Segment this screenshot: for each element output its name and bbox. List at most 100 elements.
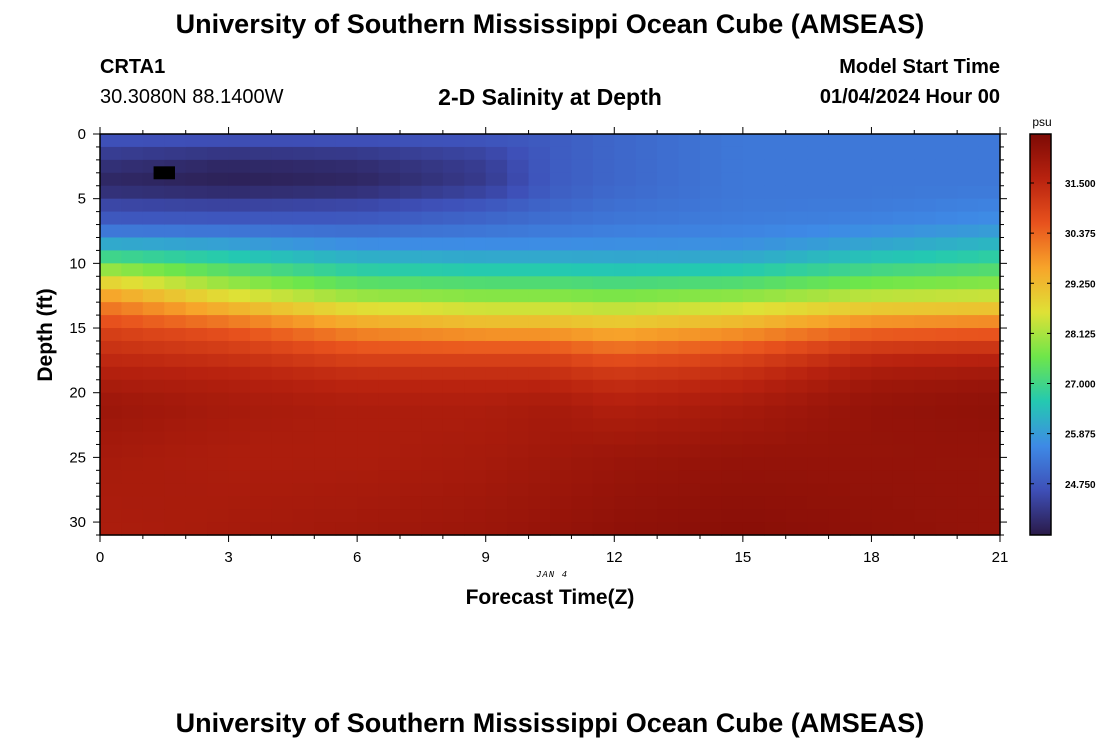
heatmap-cell: [764, 224, 787, 239]
heatmap-cell: [635, 315, 658, 329]
heatmap-cell: [464, 237, 487, 252]
heatmap-cell: [507, 418, 530, 433]
heatmap-cell: [978, 198, 1001, 213]
heatmap-cell: [335, 185, 358, 200]
heatmap-cell: [142, 496, 165, 510]
heatmap-cell: [378, 263, 401, 277]
heatmap-cell: [528, 353, 551, 368]
station-id: CRTA1: [100, 56, 166, 78]
heatmap-cell: [314, 185, 337, 200]
heatmap-cell: [892, 172, 915, 187]
heatmap-cell: [957, 302, 980, 316]
heatmap-cell: [207, 431, 230, 446]
heatmap-cell: [678, 211, 701, 226]
heatmap-cell: [357, 328, 380, 342]
heatmap-cell: [142, 340, 165, 355]
heatmap-cell: [335, 250, 358, 264]
heatmap-cell: [142, 211, 165, 226]
heatmap-cell: [485, 185, 508, 200]
heatmap-cell: [850, 134, 873, 148]
heatmap-cell: [828, 328, 851, 342]
heatmap-cell: [207, 522, 230, 536]
heatmap-cell: [978, 302, 1001, 316]
heatmap-cell: [657, 418, 680, 433]
heatmap-cell: [378, 340, 401, 355]
heatmap-cell: [614, 146, 637, 161]
heatmap-cell: [721, 496, 744, 510]
heatmap-cell: [185, 392, 208, 407]
heatmap-cell: [164, 289, 187, 303]
heatmap-cell: [121, 522, 144, 536]
heatmap-cell: [335, 483, 358, 497]
heatmap-cell: [914, 496, 937, 510]
heatmap-cell: [935, 509, 958, 523]
heatmap-cell: [592, 237, 615, 252]
heatmap-cell: [142, 418, 165, 433]
heatmap-cell: [250, 302, 273, 316]
heatmap-cell: [142, 457, 165, 471]
heatmap-cell: [678, 250, 701, 264]
heatmap-cell: [228, 224, 251, 239]
heatmap-cell: [957, 340, 980, 355]
heatmap-cell: [657, 198, 680, 213]
heatmap-cell: [442, 392, 465, 407]
heatmap-cell: [828, 134, 851, 148]
heatmap-cell: [978, 340, 1001, 355]
heatmap-cell: [850, 289, 873, 303]
heatmap-cell: [400, 224, 423, 239]
heatmap-cell: [678, 483, 701, 497]
heatmap-cell: [742, 431, 765, 446]
heatmap-cell: [464, 289, 487, 303]
heatmap-cell: [442, 379, 465, 394]
heatmap-cell: [892, 134, 915, 148]
heatmap-cell: [592, 405, 615, 420]
heatmap-cell: [271, 328, 294, 342]
heatmap-cell: [785, 289, 808, 303]
heatmap-cell: [378, 250, 401, 264]
heatmap-cell: [335, 134, 358, 148]
heatmap-cell: [571, 418, 594, 433]
heatmap-cell: [357, 457, 380, 471]
heatmap-cell: [914, 353, 937, 368]
heatmap-cell: [378, 353, 401, 368]
heatmap-cell: [764, 431, 787, 446]
plot-title: 2-D Salinity at Depth: [438, 84, 662, 110]
heatmap-cell: [678, 146, 701, 161]
heatmap-cell: [271, 237, 294, 252]
heatmap-cell: [571, 146, 594, 161]
heatmap-cell: [721, 134, 744, 148]
heatmap-cell: [700, 379, 723, 394]
heatmap-cell: [142, 276, 165, 290]
heatmap-cell: [571, 185, 594, 200]
heatmap-cell: [742, 366, 765, 381]
heatmap-cell: [121, 457, 144, 471]
heatmap-cell: [485, 366, 508, 381]
heatmap-cell: [442, 134, 465, 148]
heatmap-cell: [635, 328, 658, 342]
heatmap-cell: [421, 379, 444, 394]
heatmap-cell: [250, 237, 273, 252]
heatmap-cell: [742, 146, 765, 161]
heatmap-cell: [528, 328, 551, 342]
heatmap-cell: [485, 263, 508, 277]
heatmap-cell: [935, 457, 958, 471]
heatmap-cell: [464, 509, 487, 523]
heatmap-cell: [357, 211, 380, 226]
heatmap-cell: [700, 457, 723, 471]
heatmap-cell: [978, 315, 1001, 329]
heatmap-cell: [378, 457, 401, 471]
heatmap-cell: [357, 159, 380, 174]
heatmap-cell: [485, 146, 508, 161]
heatmap-cell: [764, 302, 787, 316]
heatmap-cell: [142, 250, 165, 264]
heatmap-cell: [721, 159, 744, 174]
heatmap-cell: [142, 431, 165, 446]
heatmap-cell: [421, 509, 444, 523]
heatmap-cell: [507, 457, 530, 471]
heatmap-cell: [742, 392, 765, 407]
heatmap-cell: [250, 379, 273, 394]
heatmap-cell: [292, 224, 315, 239]
heatmap-cell: [742, 172, 765, 187]
heatmap-cell: [914, 146, 937, 161]
heatmap-cell: [357, 315, 380, 329]
